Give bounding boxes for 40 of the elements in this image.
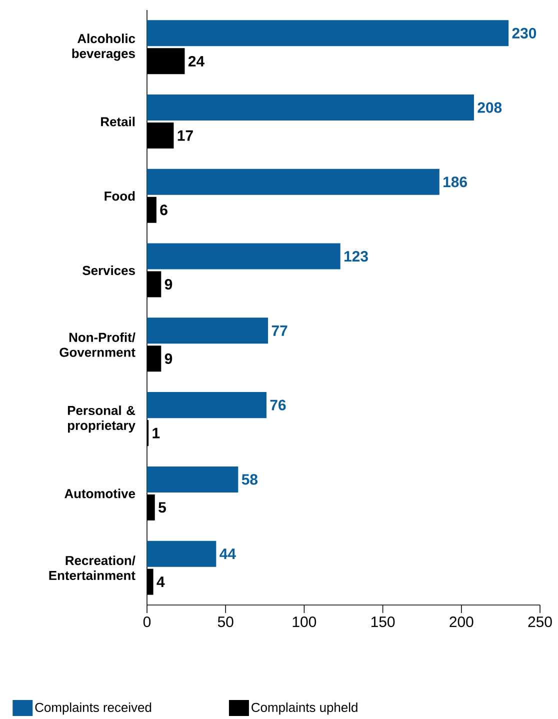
bar [147,243,340,270]
x-tick-label: 200 [450,616,474,628]
bar [147,466,238,492]
x-tick-label: 150 [371,616,395,628]
y-tick-label: Non-Profit/ Government [60,332,136,357]
data-label: 9 [164,353,172,364]
data-label: 4 [156,576,165,587]
data-label: 1 [152,428,160,438]
bar [147,540,216,567]
bar [147,392,266,418]
x-tick-label: 0 [143,616,151,628]
data-label: 58 [242,474,258,485]
x-tick-label: 100 [292,616,316,628]
y-tick-label: Services [82,266,135,276]
legend-label: Complaints received [35,702,152,715]
data-label: 17 [178,130,193,141]
y-tick-label: Recreation/ Entertainment [49,556,136,580]
data-label: 44 [220,548,236,559]
data-label: 208 [478,102,502,113]
data-label: 186 [444,176,467,188]
data-label: 123 [344,251,368,262]
bar [147,20,509,46]
data-label: 24 [188,56,204,66]
bar [147,168,440,195]
y-tick-label: Food [104,191,135,201]
bar [147,94,474,121]
data-label: 6 [160,204,168,216]
legend-label: Complaints upheld [252,702,358,715]
bar [147,318,268,344]
y-tick-label: Automotive [64,488,136,498]
data-label: 5 [158,502,166,513]
y-tick-label: Personal & proprietary [68,406,136,433]
x-tick-label: 250 [528,616,552,628]
data-label: 77 [272,326,288,336]
y-tick-label: Retail [101,116,135,126]
data-label: 230 [512,28,536,38]
data-label: 76 [270,400,286,410]
y-tick-label: Alcoholic beverages [72,34,136,61]
x-tick-label: 50 [218,616,234,628]
data-label: 9 [164,279,172,290]
